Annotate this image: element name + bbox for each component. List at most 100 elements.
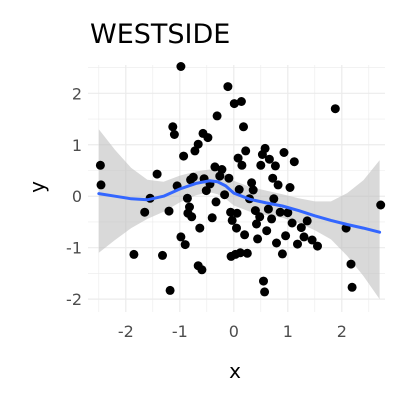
data-point [165,285,175,295]
data-point [346,259,356,269]
confidence-band [98,129,380,300]
y-tick-label: -2 [66,290,82,309]
data-point [299,232,309,242]
data-point [289,157,299,167]
y-tick-label: 1 [72,136,82,155]
data-point [279,148,289,157]
smooth-line [97,179,382,234]
data-point [277,249,287,259]
data-point [260,143,270,153]
data-point [235,248,245,258]
data-point [273,180,283,190]
data-point [236,97,246,106]
data-point [211,197,221,207]
data-point [164,206,174,216]
data-point [247,178,257,188]
data-point [255,212,265,222]
points [95,62,386,297]
y-tick-labels: -2 -1 0 1 2 [66,84,82,309]
data-point [253,234,263,244]
data-point [330,104,340,114]
data-point [180,240,190,250]
data-point [217,165,227,174]
data-point [256,160,266,170]
data-point [229,99,239,109]
data-point [307,235,317,245]
data-point [223,82,233,92]
data-point [187,212,197,222]
x-tick-label: 1 [283,322,293,341]
data-point [241,146,251,156]
data-point [176,62,186,71]
x-axis-title: x [229,359,241,383]
y-tick-label: 2 [72,84,82,103]
data-point [239,122,248,132]
data-point [267,214,277,224]
data-point [270,161,280,171]
data-point [96,180,106,190]
data-point [195,223,205,233]
data-point [179,151,189,161]
data-point [281,231,291,241]
y-tick-label: -1 [66,239,82,258]
data-point [169,130,179,139]
data-point [152,169,162,179]
y-tick-label: 0 [72,187,82,206]
data-point [193,139,203,149]
data-point [285,183,295,192]
data-point [140,207,150,217]
data-point [262,226,272,236]
chart-title: WESTSIDE [90,19,230,50]
data-point [296,223,306,233]
x-tick-label: 2 [337,322,347,341]
data-point [212,111,222,121]
y-axis-title: y [25,181,49,193]
data-point [203,133,213,143]
data-point [264,154,274,164]
data-point [242,248,252,258]
data-point [224,173,234,183]
data-point [232,223,241,233]
data-point [168,122,178,132]
data-point [129,249,139,259]
x-tick-label: -2 [118,322,134,341]
data-point [207,213,217,223]
data-point [233,153,243,163]
data-point [182,193,192,203]
data-point [287,218,297,228]
data-point [252,219,261,229]
data-point [376,200,386,210]
data-point [248,185,258,195]
data-point [158,250,167,260]
data-point [201,186,211,196]
data-point [210,162,220,172]
data-point [268,173,278,183]
data-point [283,208,293,218]
x-tick-label: -1 [172,322,188,341]
data-point [220,190,230,200]
data-point [302,216,312,226]
data-point [237,160,247,170]
data-point [95,160,105,170]
data-point [240,230,250,240]
data-point [188,172,198,182]
data-point [185,202,194,212]
data-point [197,265,207,275]
data-point [269,194,279,204]
data-point [347,282,357,292]
data-point [190,146,200,156]
data-point [259,276,268,286]
data-point [313,241,322,251]
data-point [234,185,244,194]
data-point [293,239,302,249]
data-point [227,215,237,225]
data-point [272,238,281,248]
data-point [263,204,273,214]
x-tick-labels: -2 -1 0 1 2 [118,322,347,341]
data-point [260,287,270,297]
data-point [275,207,285,217]
data-point [232,208,242,218]
x-tick-label: 0 [229,322,239,341]
